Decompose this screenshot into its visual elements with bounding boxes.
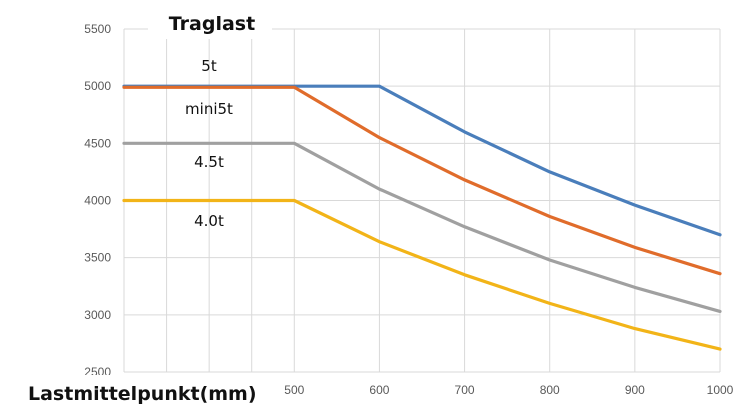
series-label-4-5t: 4.5t xyxy=(194,153,224,171)
series-label-mini5t: mini5t xyxy=(185,100,233,118)
x-tick-label: 500 xyxy=(284,383,304,397)
series-line-2 xyxy=(122,141,722,313)
y-tick-label: 3500 xyxy=(84,251,111,265)
series-line-3 xyxy=(122,198,722,351)
series-label-4-0t: 4.0t xyxy=(194,212,224,230)
x-axis-label: Lastmittelpunkt(mm) xyxy=(28,383,257,405)
title-background xyxy=(148,7,272,39)
x-axis-tick-labels: 500 600 700 800 900 1000 xyxy=(284,383,733,397)
y-tick-label: 5500 xyxy=(84,22,111,36)
x-tick-label: 600 xyxy=(369,383,389,397)
x-tick-label: 900 xyxy=(625,383,645,397)
y-tick-label: 4000 xyxy=(84,194,111,208)
y-tick-label: 3000 xyxy=(84,308,111,322)
x-tick-label: 700 xyxy=(455,383,475,397)
series-line-1 xyxy=(122,85,722,276)
series-label-5t: 5t xyxy=(201,57,217,75)
series-lines xyxy=(122,84,722,351)
x-axis-label-background xyxy=(26,375,276,407)
x-tick-label: 1000 xyxy=(707,383,734,397)
y-tick-label: 4500 xyxy=(84,136,111,150)
x-tick-label: 800 xyxy=(540,383,560,397)
chart-title: Traglast xyxy=(169,13,255,35)
y-tick-label: 5000 xyxy=(84,79,111,93)
